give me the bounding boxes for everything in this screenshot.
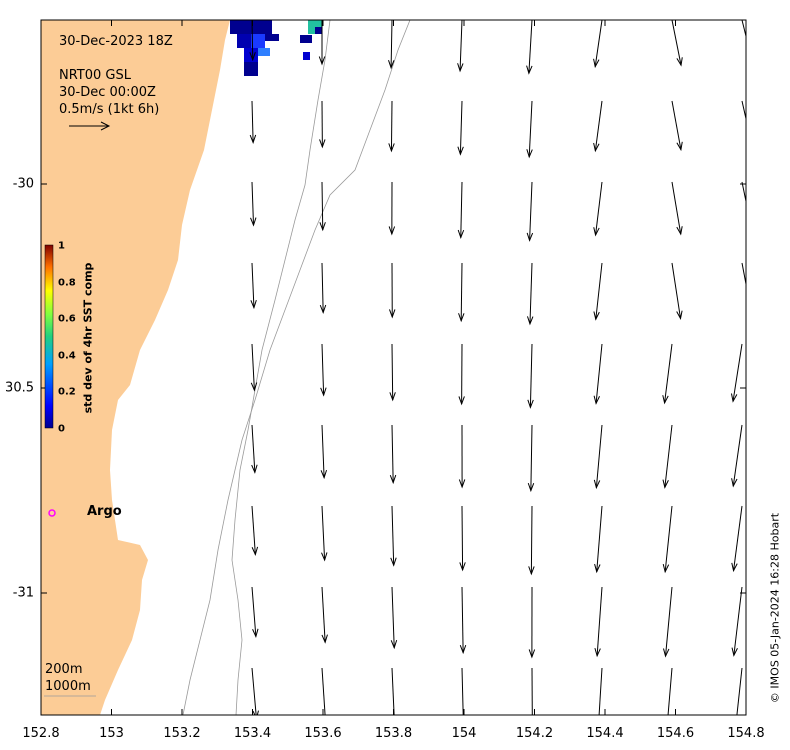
legend-1000m: 1000m <box>45 679 91 694</box>
x-tick-label: 152.8 <box>22 726 60 741</box>
colorbar-tick-label: 0 <box>58 423 65 434</box>
colorbar-tick-label: 0.4 <box>58 350 76 361</box>
x-tick-label: 154.8 <box>727 726 765 741</box>
legend-200m: 200m <box>45 662 83 677</box>
product-line-3: 0.5m/s (1kt 6h) <box>59 102 160 117</box>
product-line-1: NRT00 GSL <box>59 68 131 83</box>
current-vectors <box>249 20 746 715</box>
x-tick-label: 153.6 <box>304 726 342 741</box>
scale-arrow <box>69 121 111 131</box>
x-tick-label: 153.8 <box>374 726 413 741</box>
argo-marker-icon <box>48 509 56 517</box>
product-line-2: 30-Dec 00:00Z <box>59 85 156 100</box>
y-tick-label: 30.5 <box>5 380 34 396</box>
y-tick-label: -30 <box>12 176 34 192</box>
sst-pixels <box>230 20 322 76</box>
argo-label: Argo <box>87 504 122 519</box>
land-mass <box>41 20 230 715</box>
colorbar-tick-label: 1 <box>58 240 65 252</box>
x-tick-label: 154.4 <box>586 726 624 741</box>
x-tick-label: 153.4 <box>233 726 272 741</box>
colorbar-tick-label: 0.2 <box>58 386 76 398</box>
axis-ticks <box>40 20 747 715</box>
x-tick-label: 154 <box>451 726 477 741</box>
colorbar <box>44 244 54 429</box>
credit-label: © IMOS 05-Jan-2024 16:28 Hobart <box>768 512 782 704</box>
date-label: 30-Dec-2023 18Z <box>59 34 173 49</box>
colorbar-tick-label: 0.6 <box>58 313 76 325</box>
x-tick-label: 154.6 <box>656 726 695 741</box>
x-tick-label: 153 <box>99 726 124 741</box>
x-tick-label: 154.2 <box>515 726 554 741</box>
y-tick-label: -31 <box>12 585 34 601</box>
colorbar-tick-label: 0.8 <box>58 277 76 288</box>
isobath-200m <box>231 20 331 715</box>
isobath-1000m <box>182 20 411 715</box>
x-tick-label: 153.2 <box>163 726 201 741</box>
colorbar-label: std dev of 4hr SST comp <box>81 262 95 414</box>
